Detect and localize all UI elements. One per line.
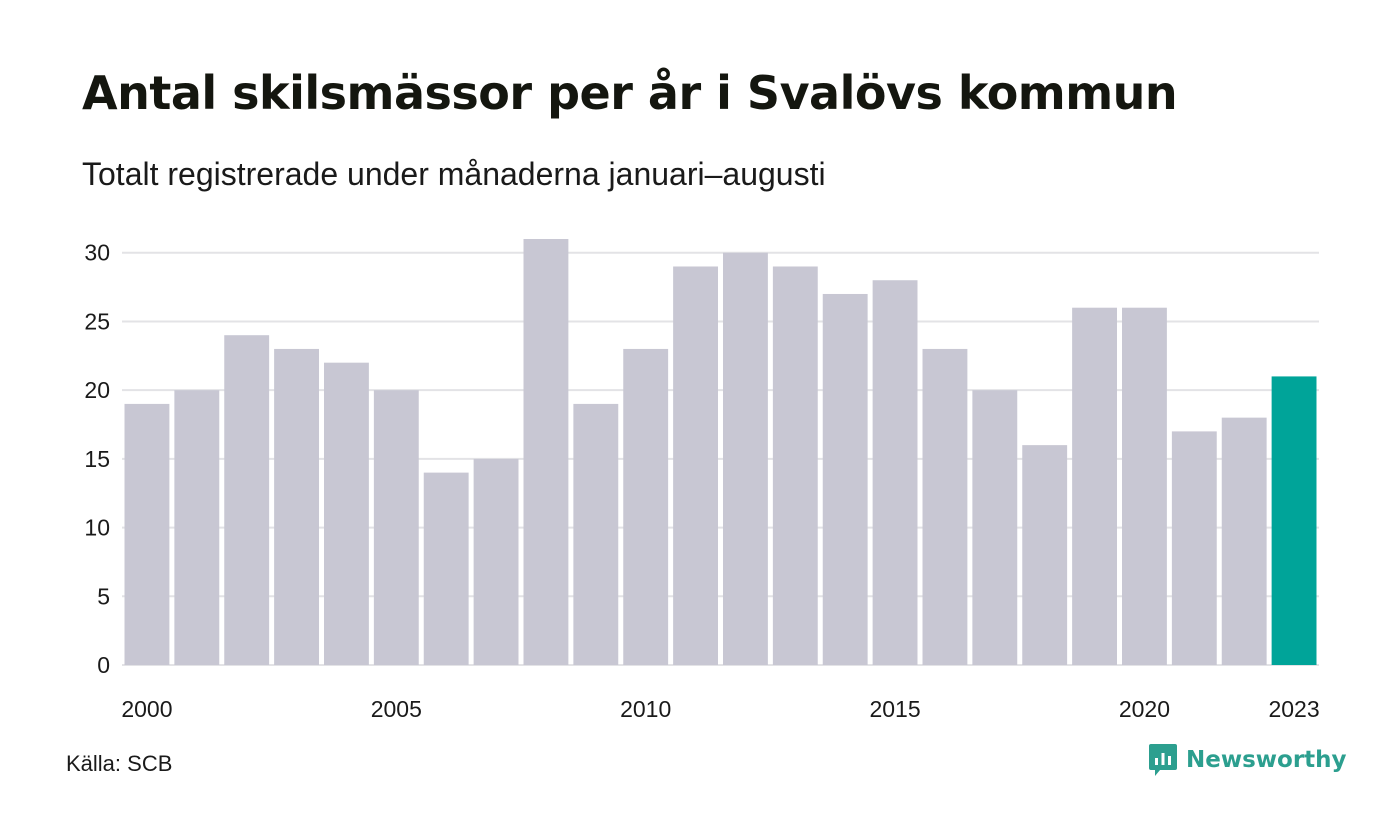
bar-2009 [573, 403, 619, 665]
bar-chart: 0 5 10 15 20 25 30 2000 2005 2010 2015 2020 2023 [84, 239, 1320, 722]
x-tick-label: 2023 [1268, 696, 1319, 722]
bar-2010 [623, 348, 669, 665]
bar-2023 [1271, 376, 1317, 665]
y-tick-label: 25 [84, 308, 110, 334]
bar-2017 [972, 390, 1018, 665]
bar-2005 [373, 390, 419, 665]
bar-2003 [274, 348, 319, 665]
x-axis-ticks: 2000 2005 2010 2015 2020 2023 [121, 696, 1319, 722]
bar-2000 [124, 403, 170, 665]
chart-subtitle: Totalt registrerade under månaderna janu… [82, 156, 826, 192]
brand-name: Newsworthy [1186, 747, 1347, 773]
bar-2013 [772, 266, 818, 665]
brand-logo: Newsworthy [1148, 742, 1347, 778]
bar-2008 [523, 239, 569, 665]
bar-2012 [723, 252, 768, 665]
bars [124, 239, 1317, 665]
x-tick-label: 2000 [121, 696, 172, 722]
gridlines [122, 251, 1319, 666]
source-note: Källa: SCB [66, 751, 173, 776]
y-tick-label: 5 [97, 583, 110, 609]
y-axis-ticks: 0 5 10 15 20 25 30 [84, 240, 110, 678]
bar-2002 [224, 335, 270, 665]
newsworthy-logo-icon [1149, 744, 1177, 776]
bar-2018 [1022, 445, 1068, 665]
x-tick-label: 2010 [620, 696, 671, 722]
bar-2019 [1072, 307, 1117, 665]
bar-2001 [174, 390, 220, 665]
x-tick-label: 2015 [869, 696, 920, 722]
y-tick-label: 15 [84, 446, 110, 472]
bar-2006 [423, 472, 469, 665]
bar-2022 [1221, 417, 1267, 665]
y-tick-label: 20 [84, 377, 110, 403]
bar-2014 [822, 293, 868, 665]
bar-2021 [1171, 431, 1217, 665]
bar-2015 [872, 280, 918, 665]
x-tick-label: 2005 [371, 696, 422, 722]
y-tick-label: 30 [84, 240, 110, 266]
bar-2004 [324, 362, 369, 665]
bar-2007 [473, 458, 519, 665]
bar-2016 [922, 348, 968, 665]
chart-title: Antal skilsmässor per år i Svalövs kommu… [82, 66, 1178, 120]
y-tick-label: 0 [97, 652, 110, 678]
x-tick-label: 2020 [1119, 696, 1170, 722]
bar-2011 [673, 266, 718, 665]
y-tick-label: 10 [84, 515, 110, 541]
bar-2020 [1122, 307, 1167, 665]
